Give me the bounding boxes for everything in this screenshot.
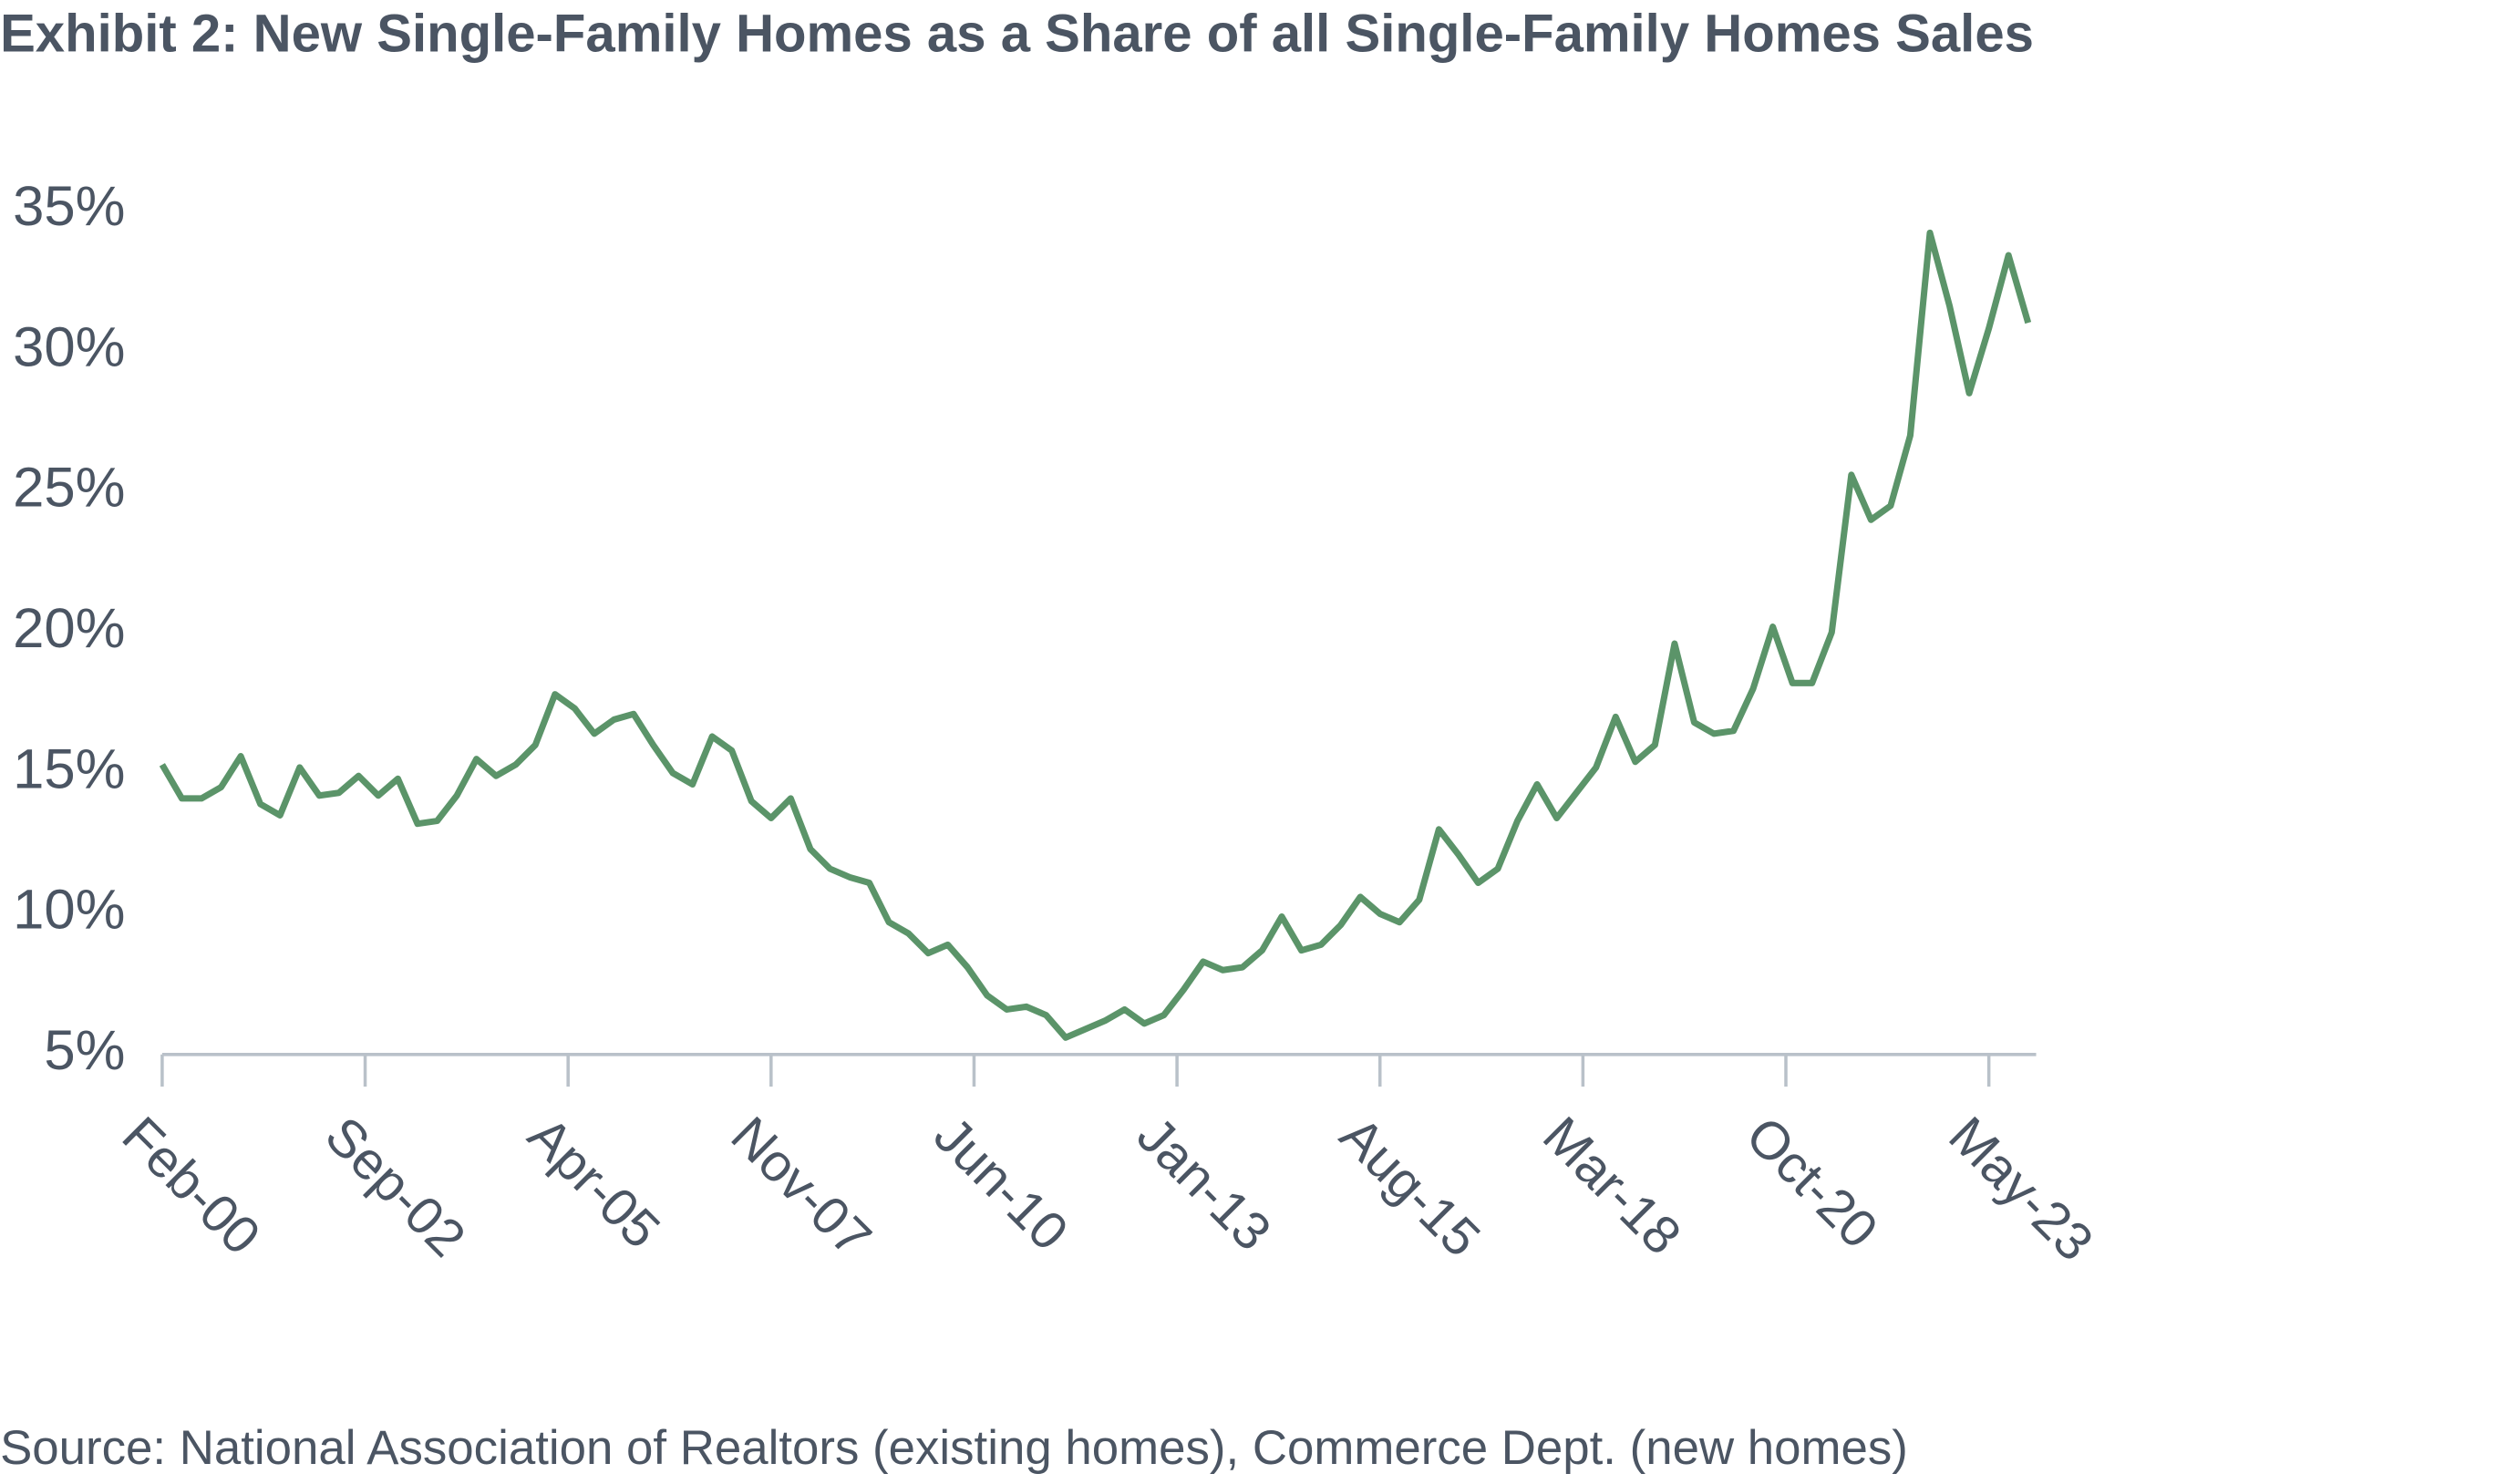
y-tick-label: 20% bbox=[13, 597, 125, 660]
x-tick-label: Sep-02 bbox=[314, 1106, 476, 1268]
x-tick-label: Mar-18 bbox=[1532, 1106, 1692, 1266]
data-line bbox=[159, 229, 2032, 1041]
x-tick-label: Aug-15 bbox=[1329, 1106, 1491, 1268]
y-tick-label: 30% bbox=[13, 315, 125, 378]
x-tick-label: Apr-05 bbox=[517, 1106, 671, 1260]
x-tick-label: Oct-20 bbox=[1735, 1106, 1889, 1260]
x-tick-label: Feb-00 bbox=[111, 1106, 272, 1266]
y-tick-label: 5% bbox=[44, 1019, 125, 1082]
x-tick-label: Nov-07 bbox=[720, 1106, 882, 1268]
y-tick-label: 10% bbox=[13, 879, 125, 942]
x-tick-label: Jun-10 bbox=[923, 1106, 1079, 1262]
x-tick-label: Jan-13 bbox=[1126, 1106, 1283, 1262]
y-tick-label: 15% bbox=[13, 737, 125, 800]
y-tick-label: 25% bbox=[13, 457, 125, 520]
y-tick-label: 35% bbox=[13, 175, 125, 238]
x-tick-label: May-23 bbox=[1937, 1106, 2104, 1273]
chart-title: Exhibit 2: New Single-Family Homes as a … bbox=[0, 4, 2034, 63]
source-note: Source: National Association of Realtors… bbox=[0, 1421, 1908, 1475]
